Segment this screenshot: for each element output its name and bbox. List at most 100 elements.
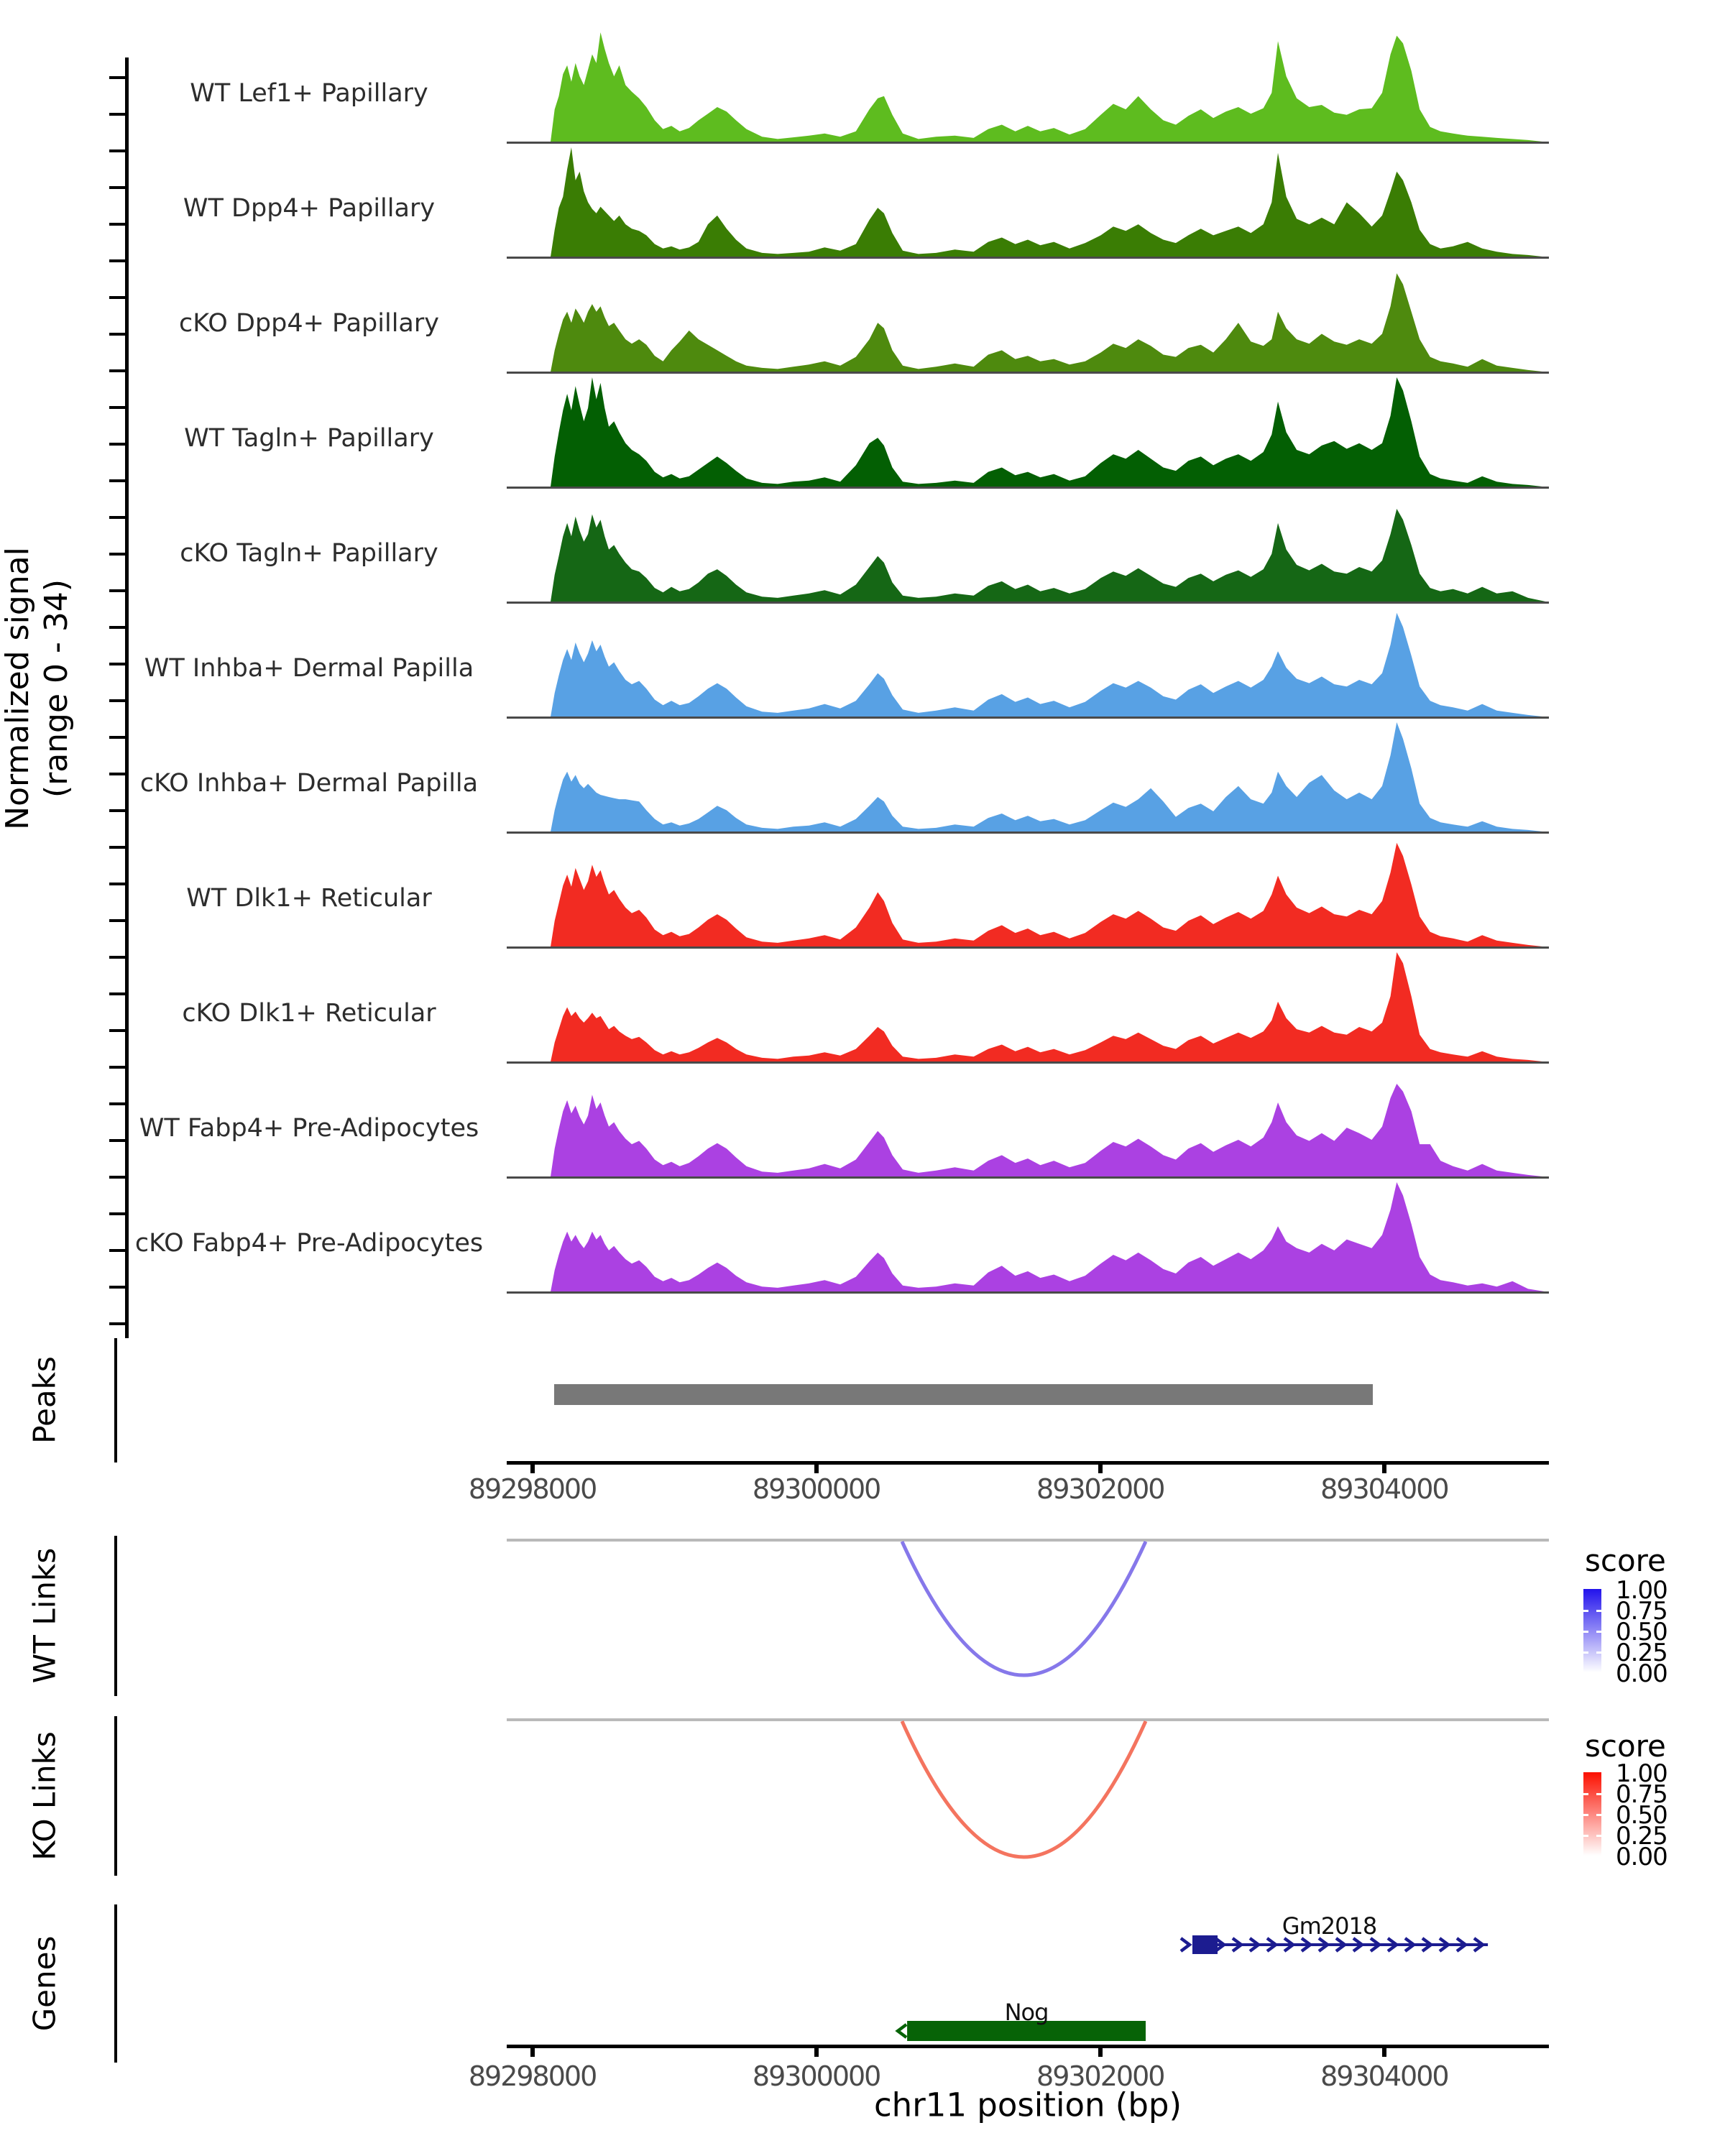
strand-arrow-right (1421, 1937, 1434, 1953)
signal-baseline (507, 831, 1549, 834)
signal-area (507, 377, 1549, 487)
signal-area (507, 612, 1549, 717)
signal-baseline (507, 142, 1549, 144)
gene-exon-box (1192, 1935, 1218, 1954)
y-axis-tick (109, 553, 125, 556)
strand-arrow-right (1386, 1937, 1399, 1953)
strand-arrow-left (895, 2023, 908, 2039)
genes-row-label: Genes (27, 1935, 63, 2032)
legend-tick-label: 1.00 (1616, 1576, 1668, 1605)
signal-path (507, 842, 1549, 947)
y-axis-tick (109, 1212, 125, 1215)
y-axis-tick (109, 333, 125, 336)
peaks-row-label: Peaks (27, 1356, 63, 1444)
x-axis-tick-label: 89304000 (1320, 1473, 1449, 1505)
signal-area (507, 509, 1549, 602)
x-axis-tick (1381, 1465, 1386, 1473)
signal-area (507, 842, 1549, 947)
x-axis-tick (530, 2048, 535, 2057)
strand-arrow-right (1352, 1937, 1365, 1953)
x-axis-bottom-line (507, 2045, 1549, 2048)
y-axis-tick (109, 773, 125, 775)
y-axis-tick (109, 1029, 125, 1032)
y-axis-tick (109, 589, 125, 592)
colorbar-tick (1596, 1651, 1601, 1654)
y-axis-tick (109, 186, 125, 189)
ko-links-legend-title: score (1585, 1728, 1666, 1764)
track-label: WT Inhba+ Dermal Papilla (144, 654, 474, 683)
gene-body-line (1192, 1943, 1489, 1946)
y-axis-tick (109, 149, 125, 152)
strand-arrow-right (1369, 1937, 1382, 1953)
track-label: WT Tagln+ Papillary (184, 424, 434, 453)
wt-links-arc-plot (900, 1540, 1148, 1677)
colorbar-tick (1583, 1814, 1588, 1816)
colorbar-tick (1596, 1835, 1601, 1837)
x-axis-tick (1381, 2048, 1386, 2057)
legend-tick-label: 0.00 (1616, 1659, 1668, 1688)
track-label: WT Fabp4+ Pre-Adipocytes (139, 1114, 479, 1143)
y-axis-tick (109, 992, 125, 995)
strand-arrow-right (1248, 1937, 1261, 1953)
strand-arrow-right (1214, 1937, 1227, 1953)
y-axis-tick (109, 1176, 125, 1179)
legend-tick-label: 0.25 (1616, 1822, 1668, 1851)
y-axis-tick (109, 1249, 125, 1252)
colorbar-tick (1583, 1651, 1588, 1654)
strand-arrow-right (1283, 1937, 1296, 1953)
signal-baseline (507, 257, 1549, 259)
x-axis-title: chr11 position (bp) (873, 2086, 1182, 2124)
signal-path (507, 147, 1549, 257)
track-label: cKO Tagln+ Papillary (180, 539, 438, 568)
y-axis-tick (109, 1322, 125, 1325)
y-axis-tick (109, 846, 125, 849)
x-axis-tick-label: 89300000 (752, 1473, 881, 1505)
y-axis-label-line2: (range 0 - 34) (38, 579, 75, 798)
legend-tick-label: 0.50 (1616, 1801, 1668, 1830)
y-axis-tick (109, 919, 125, 922)
ko-links-arc-plot (900, 1720, 1148, 1859)
signal-path (507, 1084, 1549, 1177)
y-axis-tick (109, 479, 125, 482)
y-axis-tick (109, 1066, 125, 1069)
strand-arrow-right (1300, 1937, 1313, 1953)
x-axis-tick (814, 2048, 819, 2057)
x-axis-tick (1098, 1465, 1103, 1473)
y-axis-tick (109, 516, 125, 519)
y-axis-tick (109, 113, 125, 116)
legend-tick-label: 0.75 (1616, 1780, 1668, 1809)
signal-baseline (507, 602, 1549, 604)
track-label: cKO Dlk1+ Reticular (182, 999, 436, 1028)
colorbar-tick (1596, 1610, 1601, 1612)
colorbar-tick (1596, 1631, 1601, 1633)
signal-path (507, 722, 1549, 832)
legend-tick-label: 0.50 (1616, 1618, 1668, 1646)
colorbar-tick (1583, 1610, 1588, 1612)
signal-path (507, 612, 1549, 717)
ko-links-spine (114, 1716, 117, 1876)
y-axis-tick (109, 956, 125, 959)
y-axis-tick (109, 736, 125, 739)
signal-baseline (507, 1061, 1549, 1064)
signal-baseline (507, 946, 1549, 949)
peaks-spine (114, 1338, 117, 1462)
y-axis-tick (109, 296, 125, 299)
y-axis-tick (109, 1286, 125, 1289)
y-axis-tick (109, 369, 125, 372)
wt-link-arc (900, 1540, 1148, 1677)
y-axis-tick (109, 259, 125, 262)
signal-area (507, 147, 1549, 257)
strand-arrow-right (1335, 1937, 1348, 1953)
signal-baseline (507, 1291, 1549, 1294)
signal-path (507, 377, 1549, 487)
track-label: WT Dlk1+ Reticular (186, 884, 432, 913)
signal-area (507, 273, 1549, 372)
legend-tick-label: 1.00 (1616, 1759, 1668, 1788)
x-axis-tick-label: 89304000 (1320, 2060, 1449, 2092)
x-axis-top-line (507, 1461, 1549, 1465)
strand-arrow-right (1179, 1937, 1192, 1953)
y-axis-tick (109, 406, 125, 409)
ko-links-row-label: KO Links (27, 1731, 63, 1861)
track-label: cKO Dpp4+ Papillary (179, 309, 439, 338)
